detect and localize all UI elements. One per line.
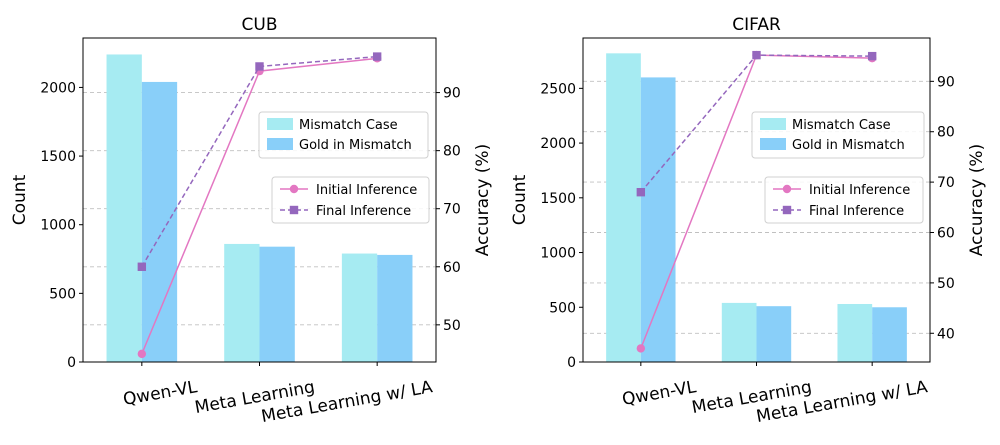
chart-title: CIFAR: [732, 15, 781, 35]
point-marker: [636, 344, 646, 353]
point-marker: [752, 50, 761, 60]
legend-marker: [782, 205, 792, 215]
legend-box: [751, 111, 925, 159]
bar-mismatch-case: [341, 253, 378, 362]
legend-label: Mismatch Case: [792, 118, 891, 133]
right-tick-label: 60: [443, 260, 461, 276]
bar-gold-in-mismatch: [872, 307, 907, 362]
bar-gold-in-mismatch: [259, 246, 295, 362]
left-tick-label: 500: [549, 300, 576, 316]
legend-box: [764, 176, 924, 224]
right-tick-label: 40: [937, 326, 955, 342]
left-tick-label: 1000: [40, 218, 76, 234]
right-tick-label: 60: [937, 226, 955, 242]
legend-label: Initial Inference: [316, 183, 417, 198]
left-tick-label: 2500: [540, 81, 576, 97]
legend-label: Gold in Mismatch: [299, 138, 412, 153]
right-tick-label: 50: [443, 318, 461, 334]
left-tick-label: 2000: [40, 80, 76, 96]
legend-label: Initial Inference: [809, 183, 910, 198]
point-marker: [372, 52, 382, 61]
legend-box: [271, 176, 430, 224]
right-tick-label: 80: [937, 125, 955, 141]
y-axis-label: Count: [10, 174, 30, 225]
left-tick-label: 0: [567, 355, 576, 371]
right-tick-label: 50: [937, 276, 955, 292]
point-marker: [636, 187, 646, 197]
left-tick-label: 1500: [40, 149, 76, 165]
legend-lines: Initial Inference Final Inference: [271, 176, 430, 224]
right-tick-label: 90: [937, 74, 955, 90]
right-tick-label: 90: [443, 86, 461, 102]
bar-gold-in-mismatch: [377, 254, 413, 362]
bar-gold-in-mismatch: [756, 306, 792, 362]
right-tick-label: 70: [443, 202, 461, 218]
legend-swatch: [760, 118, 786, 130]
legend-box: [258, 111, 429, 159]
bar-mismatch-case: [606, 53, 641, 362]
bar-gold-in-mismatch: [640, 77, 676, 363]
bar-gold-in-mismatch: [141, 81, 178, 363]
left-tick-label: 500: [49, 286, 76, 302]
legend-bars: Mismatch Case Gold in Mismatch: [258, 111, 429, 159]
legend-lines: Initial Inference Final Inference: [764, 176, 924, 224]
legend-marker: [289, 184, 299, 194]
legend-label: Final Inference: [316, 204, 411, 219]
right-tick-label: 80: [443, 144, 461, 160]
legend-bars: Mismatch Case Gold in Mismatch: [751, 111, 925, 159]
point-marker: [867, 51, 877, 61]
point-marker: [137, 262, 147, 271]
left-tick-label: 0: [67, 355, 76, 371]
bar-mismatch-case: [224, 243, 260, 362]
left-tick-label: 1000: [540, 246, 576, 262]
left-tick-label: 2000: [540, 136, 576, 152]
point-marker: [137, 349, 147, 359]
point-marker: [255, 62, 264, 71]
legend-label: Gold in Mismatch: [792, 138, 905, 153]
y-axis-label-right: Accuracy (%): [967, 144, 987, 256]
y-axis-label: Count: [510, 174, 530, 225]
x-tick-label: Qwen-VL: [621, 377, 699, 410]
legend-label: Mismatch Case: [299, 118, 398, 133]
chart-title: CUB: [242, 15, 278, 35]
legend-swatch: [760, 138, 786, 150]
legend-marker: [289, 205, 299, 215]
x-tick-label: Qwen-VL: [122, 377, 200, 410]
legend-marker: [782, 184, 792, 194]
y-axis-label-right: Accuracy (%): [473, 144, 493, 256]
left-tick-label: 1500: [540, 191, 576, 207]
legend-label: Final Inference: [809, 204, 904, 219]
bar-mismatch-case: [837, 303, 873, 362]
bar-mismatch-case: [106, 54, 142, 362]
legend-swatch: [267, 118, 293, 130]
chart-2: 0 500 1000 1500 2000 2500 40 50 60 70 80 90 Qwen-VL M…: [510, 15, 987, 427]
legend-swatch: [267, 138, 293, 150]
bar-mismatch-case: [721, 302, 757, 362]
right-tick-label: 70: [937, 175, 955, 191]
